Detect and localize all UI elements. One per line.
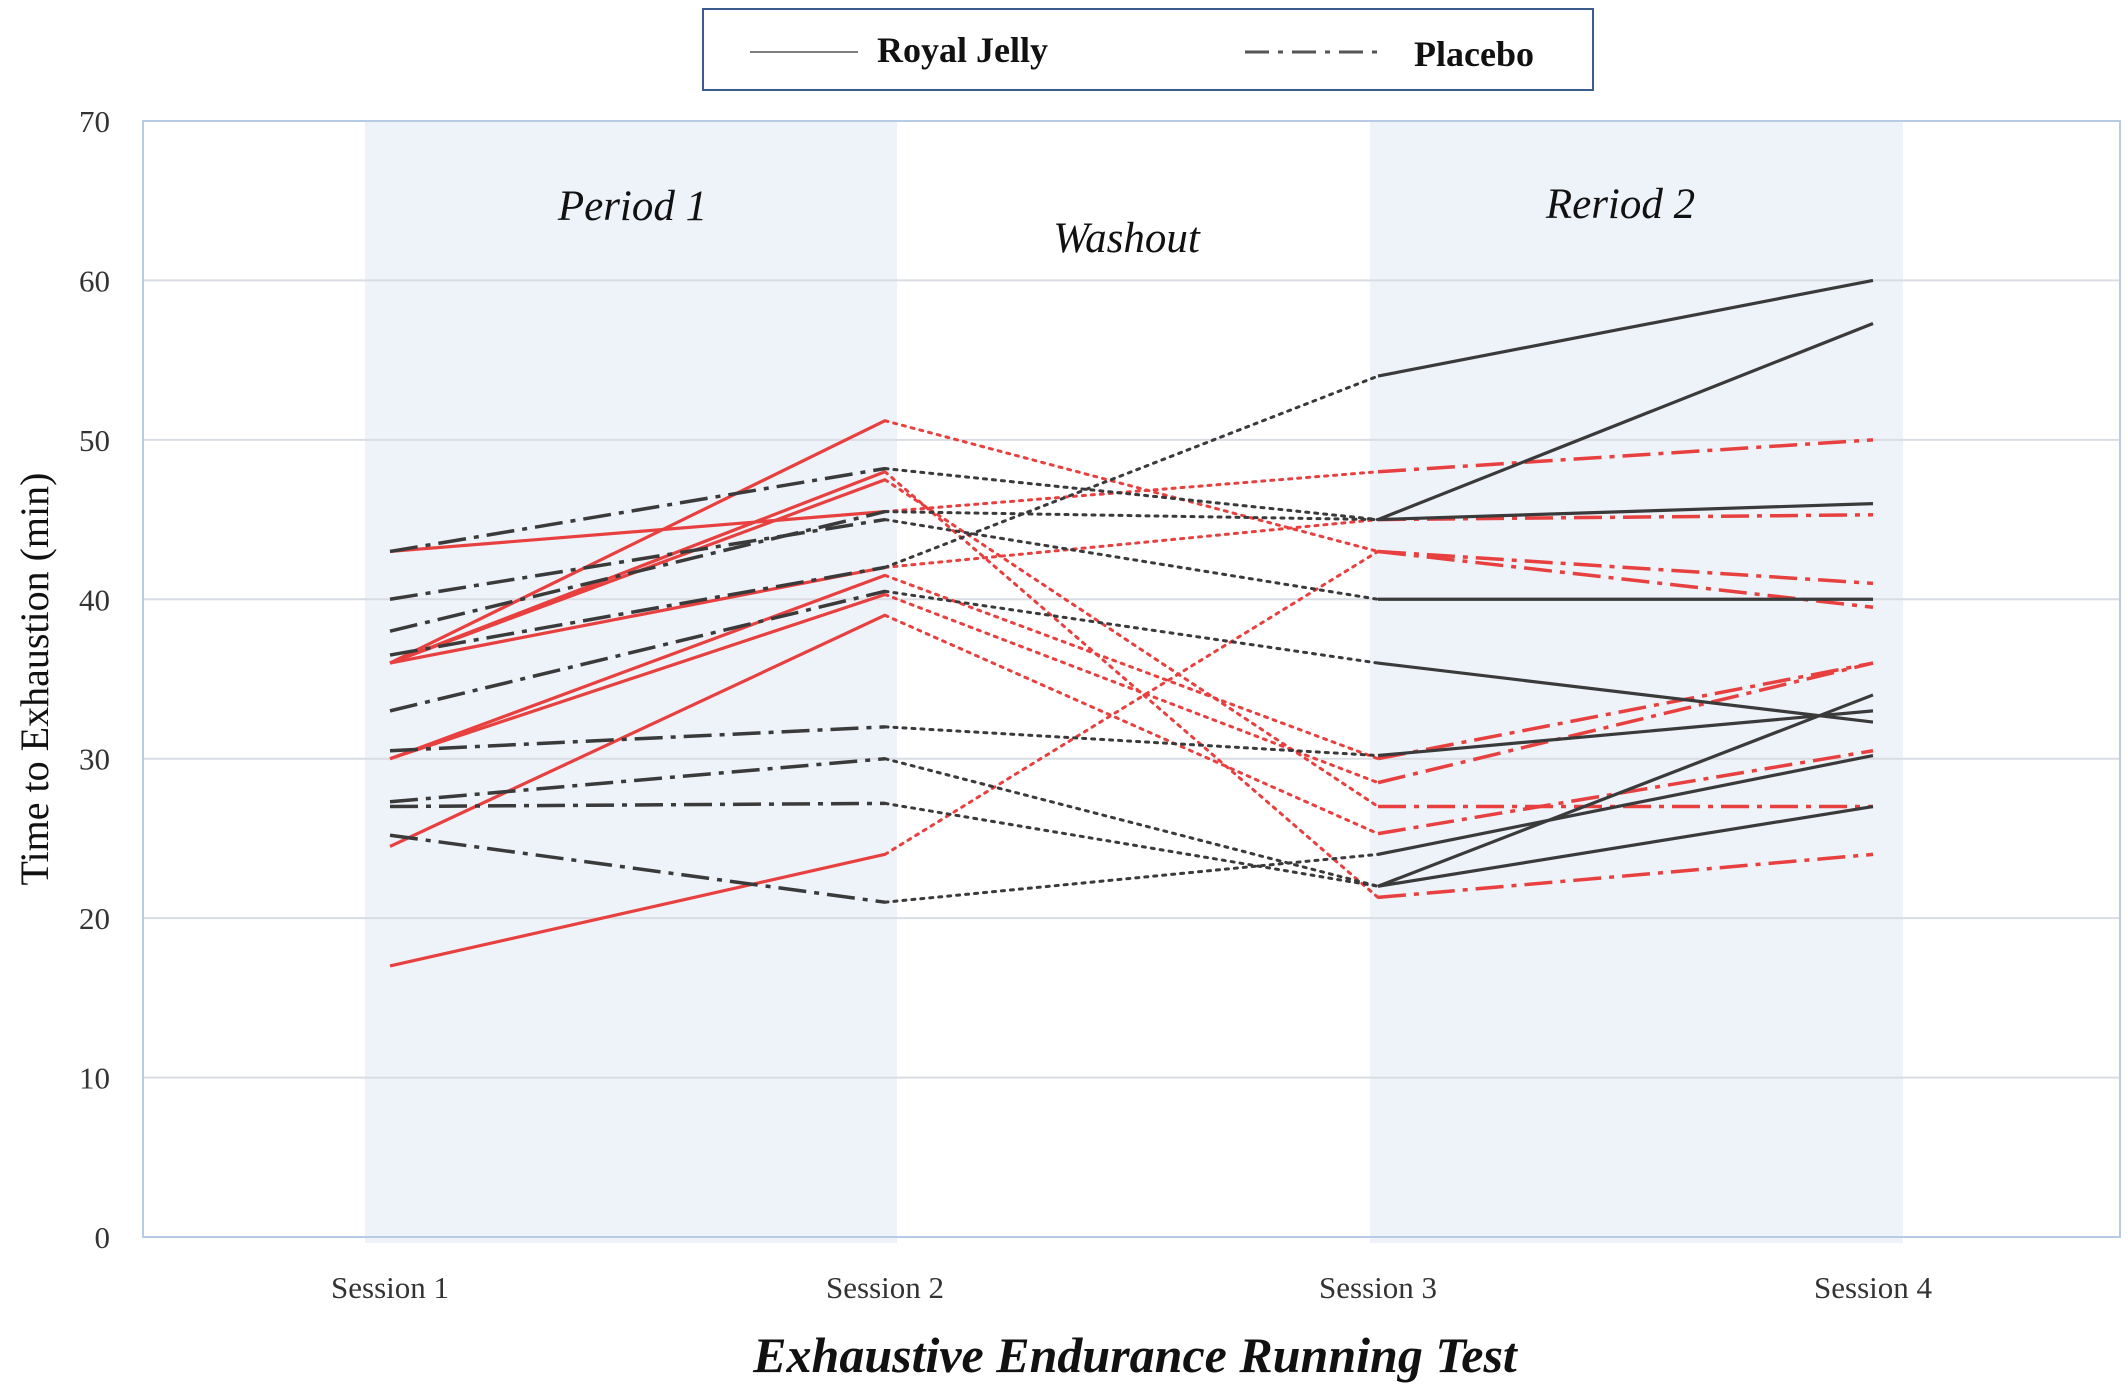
segment-washout bbox=[883, 419, 1380, 553]
segment-period-2 bbox=[1377, 502, 1874, 522]
segment-period-1 bbox=[389, 833, 886, 904]
segment-period-1 bbox=[389, 852, 886, 968]
region-label-3: Reriod 2 bbox=[1545, 181, 1695, 228]
segment-period-2 bbox=[1377, 278, 1874, 378]
y-tick-label: 0 bbox=[95, 1220, 111, 1255]
y-tick-label: 10 bbox=[79, 1061, 110, 1096]
y-tick-label: 70 bbox=[79, 104, 110, 139]
segment-washout bbox=[883, 467, 1380, 522]
segment-period-1 bbox=[389, 510, 886, 554]
region-label-1: Period 1 bbox=[557, 183, 707, 230]
series-line bbox=[389, 573, 1874, 761]
segment-period-2 bbox=[1377, 438, 1874, 474]
series-line bbox=[389, 753, 1874, 904]
segment-period-1 bbox=[389, 517, 886, 602]
segment-period-2 bbox=[1377, 661, 1874, 761]
series-line bbox=[389, 709, 1874, 758]
x-tick-label: Session 3 bbox=[1319, 1270, 1437, 1305]
series-line bbox=[389, 592, 1874, 785]
segment-period-1 bbox=[389, 466, 886, 554]
segment-washout bbox=[883, 589, 1380, 665]
y-tick-label: 40 bbox=[79, 582, 110, 617]
series-line bbox=[389, 693, 1874, 888]
segment-washout bbox=[883, 549, 1380, 856]
segment-period-2 bbox=[1377, 852, 1874, 900]
segment-period-1 bbox=[389, 592, 886, 761]
period-shading bbox=[365, 121, 1903, 1243]
series-lines bbox=[389, 278, 1874, 968]
segment-period-1 bbox=[389, 419, 886, 665]
segment-period-2 bbox=[1377, 753, 1874, 856]
x-tick-label: Session 1 bbox=[331, 1270, 449, 1305]
segment-washout bbox=[883, 470, 1380, 899]
segment-washout bbox=[883, 852, 1380, 904]
segment-washout bbox=[883, 573, 1380, 761]
segment-period-2 bbox=[1377, 804, 1874, 888]
y-tick-labels: 0 10 20 30 40 50 60 70 bbox=[79, 104, 110, 1255]
segment-period-1 bbox=[389, 725, 886, 753]
segment-washout bbox=[883, 470, 1380, 514]
x-tick-labels: Session 1 Session 2 Session 3 Session 4 bbox=[331, 1270, 1932, 1305]
series-line bbox=[389, 517, 1873, 602]
y-tick-label: 60 bbox=[79, 263, 110, 298]
segment-washout bbox=[883, 613, 1380, 836]
y-tick-label: 50 bbox=[79, 423, 110, 458]
series-line bbox=[389, 438, 1874, 554]
segment-washout bbox=[883, 801, 1380, 888]
y-tick-label: 30 bbox=[79, 742, 110, 777]
segment-period-1 bbox=[389, 565, 886, 657]
series-line bbox=[389, 321, 1874, 554]
x-tick-label: Session 4 bbox=[1814, 1270, 1932, 1305]
period-shade-1 bbox=[365, 121, 897, 1243]
segment-period-1 bbox=[389, 573, 886, 761]
y-axis-title: Time to Exhaustion (min) bbox=[12, 473, 57, 886]
legend-box bbox=[702, 8, 1594, 91]
legend: Royal Jelly Placebo bbox=[702, 8, 1594, 91]
series-line bbox=[389, 502, 1874, 633]
legend-label: Royal Jelly bbox=[877, 30, 1048, 70]
segment-washout bbox=[883, 510, 1380, 522]
region-label-2: Washout bbox=[1053, 215, 1201, 262]
segment-period-2 bbox=[1377, 661, 1874, 785]
segment-washout bbox=[883, 518, 1380, 601]
segment-period-1 bbox=[389, 509, 886, 633]
segment-washout bbox=[883, 757, 1380, 888]
y-tick-label: 20 bbox=[79, 901, 110, 936]
segment-washout bbox=[883, 478, 1380, 809]
segment-washout bbox=[883, 374, 1380, 569]
segment-period-1 bbox=[389, 801, 886, 809]
segment-period-2 bbox=[1377, 661, 1874, 724]
x-axis-title: Exhaustive Endurance Running Test bbox=[752, 1327, 1519, 1383]
segment-washout bbox=[883, 593, 1380, 785]
segment-period-1 bbox=[389, 589, 886, 713]
region-labels: Period 1 Washout Reriod 2 bbox=[557, 181, 1695, 262]
segment-period-1 bbox=[389, 756, 886, 804]
x-tick-label: Session 2 bbox=[826, 1270, 944, 1305]
segment-washout bbox=[883, 725, 1380, 758]
segment-period-2 bbox=[1377, 549, 1874, 586]
segment-period-2 bbox=[1377, 709, 1874, 758]
plot-frame bbox=[142, 120, 2121, 1238]
legend-label: Placebo bbox=[1414, 34, 1534, 74]
series-line bbox=[389, 801, 1874, 888]
segment-period-2 bbox=[1377, 693, 1874, 888]
series-line bbox=[389, 589, 1874, 724]
segment-period-2 bbox=[1377, 321, 1874, 522]
series-line bbox=[389, 278, 1874, 657]
period-shade-3 bbox=[1370, 121, 1903, 1243]
series-line bbox=[389, 419, 1874, 665]
segment-washout bbox=[883, 518, 1380, 569]
segment-period-1 bbox=[389, 613, 886, 848]
segment-period-2 bbox=[1377, 513, 1874, 522]
